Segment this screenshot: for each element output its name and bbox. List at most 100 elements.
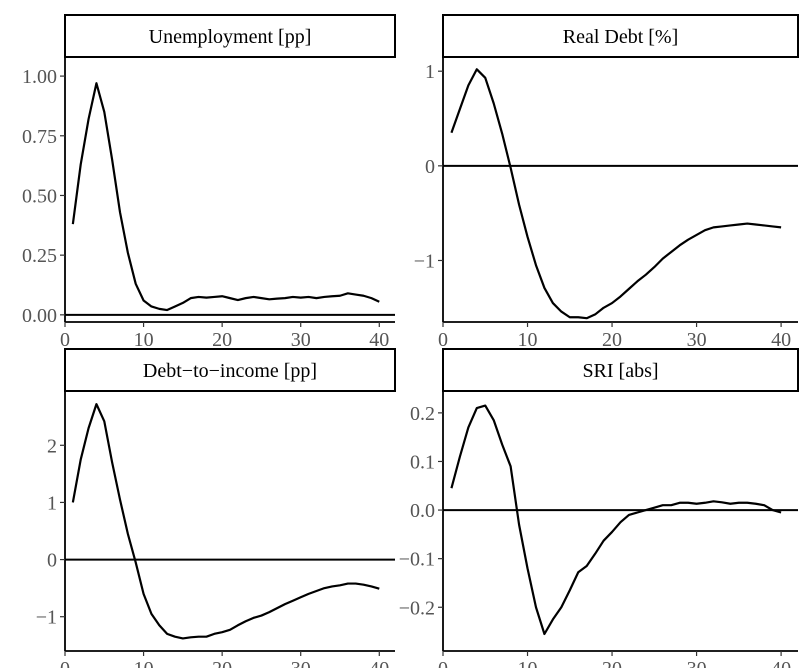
data-point (611, 302, 613, 304)
data-point (687, 502, 689, 504)
data-point (602, 540, 604, 542)
data-point (268, 298, 270, 300)
data-point (543, 633, 545, 635)
data-point (87, 118, 89, 120)
data-point (560, 310, 562, 312)
data-point (738, 223, 740, 225)
data-point (292, 296, 294, 298)
data-point (653, 266, 655, 268)
data-point (260, 614, 262, 616)
data-point (594, 553, 596, 555)
data-point (526, 567, 528, 569)
data-point (763, 504, 765, 506)
data-point (493, 419, 495, 421)
x-tick-label: 40 (369, 329, 389, 351)
data-point (679, 502, 681, 504)
data-point (339, 295, 341, 297)
data-point (142, 299, 144, 301)
data-point (103, 420, 105, 422)
data-point (284, 603, 286, 605)
data-point (378, 588, 380, 590)
x-tick-label: 30 (687, 658, 707, 668)
data-point (628, 514, 630, 516)
data-point (772, 225, 774, 227)
data-point (135, 561, 137, 563)
data-point (518, 524, 520, 526)
data-point (484, 404, 486, 406)
data-point (142, 593, 144, 595)
data-point (653, 507, 655, 509)
data-point (87, 427, 89, 429)
data-point (292, 600, 294, 602)
x-tick-label: 30 (291, 658, 311, 668)
data-point (729, 224, 731, 226)
data-point (135, 283, 137, 285)
y-tick-label: 0.75 (22, 126, 57, 148)
panel-4: SRI [abs] −0.2 −0.1 0.0 0.1 0.2 0 10 20 30 40 (399, 348, 799, 668)
data-point (127, 252, 129, 254)
x-tick-label: 10 (518, 329, 538, 351)
data-point (150, 613, 152, 615)
data-point (307, 296, 309, 298)
data-point (229, 629, 231, 631)
data-point (370, 297, 372, 299)
series-line (450, 404, 782, 636)
data-point (755, 503, 757, 505)
y-tick-label: 0.1 (410, 451, 435, 473)
data-point (174, 305, 176, 307)
data-point (459, 456, 461, 458)
data-point (80, 163, 82, 165)
data-point (695, 503, 697, 505)
data-point (467, 84, 469, 86)
data-point (619, 521, 621, 523)
panel-1: Unemployment [pp] 0.00 0.25 0.50 0.75 1.00 0 10… (22, 14, 396, 351)
data-point (662, 504, 664, 506)
data-point (704, 502, 706, 504)
series-line (71, 403, 380, 640)
data-point (158, 624, 160, 626)
facet-strip (64, 14, 396, 58)
data-point (628, 288, 630, 290)
data-point (619, 295, 621, 297)
y-tick-label: 0.25 (22, 245, 57, 267)
y-tick-label: −0.2 (399, 597, 435, 619)
data-point (182, 637, 184, 639)
data-point (712, 500, 714, 502)
data-point (111, 461, 113, 463)
data-point (197, 296, 199, 298)
y-tick-label: 0.00 (22, 305, 57, 327)
facet-title: SRI [abs] (582, 360, 658, 382)
y-tick-label: 0.50 (22, 185, 57, 207)
data-point (72, 223, 74, 225)
data-point (476, 68, 478, 70)
data-point (221, 631, 223, 633)
data-point (260, 297, 262, 299)
y-tick-label: −0.1 (399, 549, 435, 571)
x-tick-label: 20 (602, 658, 622, 668)
data-point (687, 239, 689, 241)
data-point (339, 584, 341, 586)
y-tick-label: 2 (47, 435, 57, 457)
data-point (252, 296, 254, 298)
data-point (704, 229, 706, 231)
facet-strip (442, 14, 799, 58)
data-point (103, 111, 105, 113)
x-tick-label: 40 (369, 658, 389, 668)
data-point (315, 297, 317, 299)
data-point (780, 226, 782, 228)
data-point (577, 571, 579, 573)
data-point (284, 297, 286, 299)
x-tick-label: 10 (134, 658, 154, 668)
data-point (695, 234, 697, 236)
data-point (323, 587, 325, 589)
y-tick-label: 1 (47, 492, 57, 514)
data-point (729, 503, 731, 505)
data-point (331, 295, 333, 297)
y-tick-label: 1.00 (22, 66, 57, 88)
x-tick-label: 0 (438, 329, 448, 351)
x-tick-label: 0 (438, 658, 448, 668)
data-point (738, 502, 740, 504)
data-point (484, 77, 486, 79)
y-tick-label: 0 (47, 550, 57, 572)
